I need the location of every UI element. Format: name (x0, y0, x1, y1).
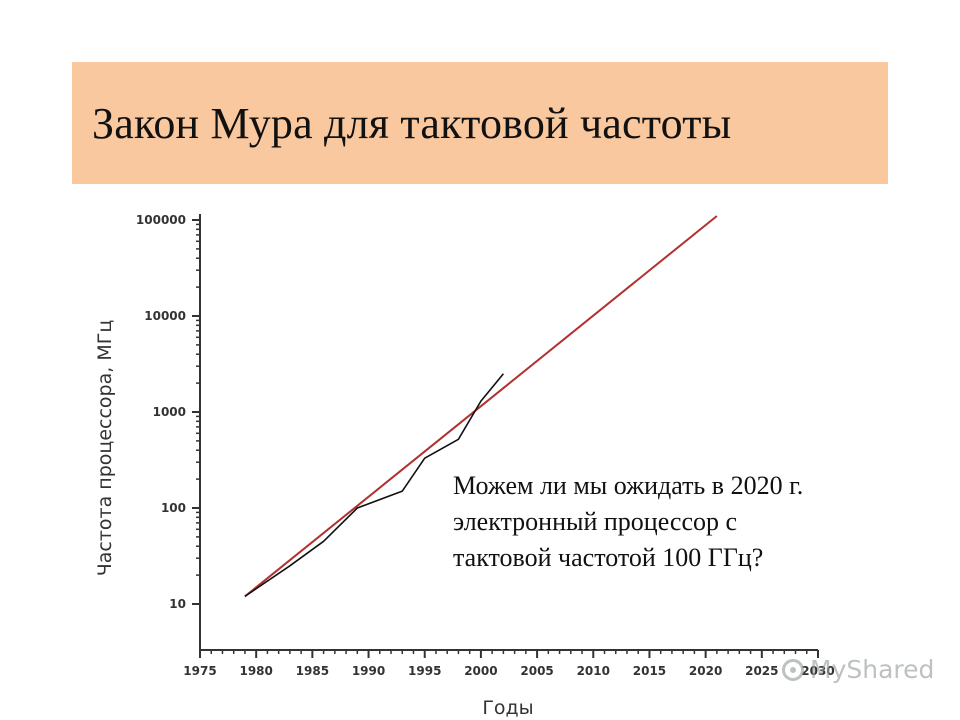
y-tick-label: 100 (161, 501, 186, 515)
y-tick-label: 10 (169, 597, 186, 611)
actual-frequency-series (244, 373, 505, 598)
x-tick-label: 2025 (745, 664, 778, 678)
x-tick-label: 1975 (183, 664, 216, 678)
question-line: тактовой частотой 100 ГГц? (453, 543, 764, 572)
title-bar: Закон Мура для тактовой частоты (72, 62, 888, 184)
y-tick-label: 100000 (136, 213, 186, 227)
y-tick-label: 10000 (144, 309, 186, 323)
myshared-logo-icon (782, 658, 804, 681)
x-tick-label: 2005 (520, 664, 553, 678)
x-tick-label: 2020 (689, 664, 722, 678)
x-ticks: 1975 1980 1985 1990 1995 2000 2005 2010 2015 2020… (183, 650, 835, 678)
series-layer (244, 215, 718, 598)
x-axis-label: Годы (482, 697, 533, 719)
x-tick-label: 2010 (577, 664, 610, 678)
y-tick-label: 1000 (153, 405, 186, 419)
x-tick-label: 1990 (352, 664, 385, 678)
y-axis-label: Частота процессора, МГц (94, 320, 116, 577)
x-tick-label: 2030 (801, 664, 834, 678)
question-text: Можем ли мы ожидать в 2020 г. электронны… (453, 468, 903, 576)
x-tick-label: 2015 (633, 664, 666, 678)
watermark: MyShared (782, 655, 934, 684)
x-tick-label: 1980 (239, 664, 272, 678)
slide-title: Закон Мура для тактовой частоты (92, 98, 732, 148)
x-tick-label: 2000 (464, 664, 497, 678)
trend-line-series (244, 215, 718, 598)
question-line: электронный процессор с (453, 507, 738, 536)
x-tick-label: 1985 (296, 664, 329, 678)
x-tick-label: 1995 (408, 664, 441, 678)
question-line: Можем ли мы ожидать в 2020 г. (453, 471, 804, 500)
watermark-text: MyShared (810, 655, 935, 684)
y-ticks: 10 100 1000 10000 100000 (136, 213, 200, 611)
